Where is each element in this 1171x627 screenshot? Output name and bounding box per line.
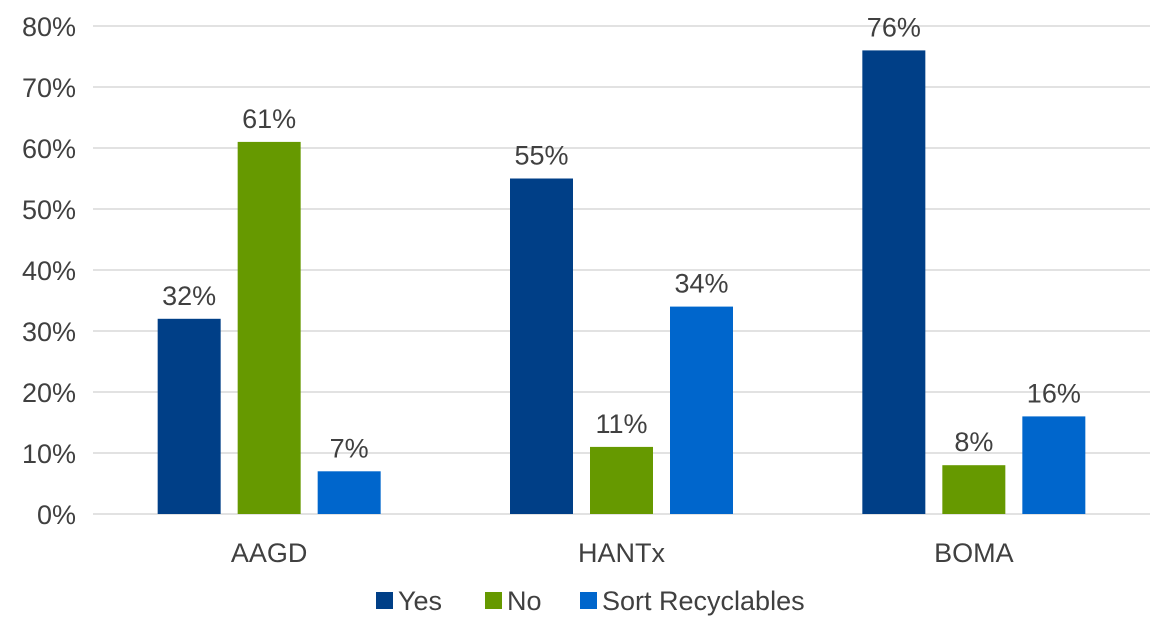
data-label: 61% — [242, 104, 296, 134]
y-tick-label: 0% — [37, 500, 76, 530]
x-category-label: AAGD — [231, 538, 308, 568]
data-label: 16% — [1027, 378, 1081, 408]
bars — [157, 50, 1086, 515]
y-tick-label: 50% — [22, 195, 76, 225]
data-label: 34% — [674, 269, 728, 299]
y-tick-label: 80% — [22, 12, 76, 42]
bar-sort-recyclables-hantx — [670, 306, 733, 514]
data-label: 55% — [514, 141, 568, 171]
y-tick-label: 20% — [22, 378, 76, 408]
legend: Yes No Sort Recyclables — [376, 586, 805, 616]
legend-label: No — [507, 586, 542, 616]
x-category-label: HANTx — [578, 538, 665, 568]
bar-yes-boma — [862, 50, 926, 515]
legend-swatch — [485, 592, 502, 609]
y-tick-label: 40% — [22, 256, 76, 286]
bar-sort-recyclables-aagd — [317, 471, 381, 514]
bar-no-boma — [942, 465, 1006, 514]
legend-swatch — [376, 592, 393, 609]
legend-swatch — [580, 592, 597, 609]
legend-label: Sort Recyclables — [602, 586, 805, 616]
x-axis-categories: AAGD HANTx BOMA — [231, 538, 1014, 568]
data-label: 11% — [595, 409, 647, 439]
x-category-label: BOMA — [934, 538, 1014, 568]
data-labels: 32% 61% 7% 55% 11% 34% 76% 8% 16% — [162, 12, 1081, 463]
data-label: 76% — [867, 12, 921, 42]
bar-yes-aagd — [157, 318, 221, 514]
y-tick-label: 30% — [22, 317, 76, 347]
bar-no-aagd — [237, 141, 301, 514]
data-label: 32% — [162, 281, 216, 311]
y-tick-label: 60% — [22, 134, 76, 164]
bar-sort-recyclables-boma — [1022, 416, 1086, 514]
bar-no-hantx — [590, 446, 653, 514]
legend-label: Yes — [398, 586, 442, 616]
y-tick-label: 70% — [22, 73, 76, 103]
data-label: 7% — [330, 433, 369, 463]
data-label: 8% — [954, 427, 993, 457]
y-tick-label: 10% — [22, 439, 76, 469]
y-axis-ticks: 0% 10% 20% 30% 40% 50% 60% 70% 80% — [22, 12, 76, 530]
bar-yes-hantx — [510, 178, 573, 514]
